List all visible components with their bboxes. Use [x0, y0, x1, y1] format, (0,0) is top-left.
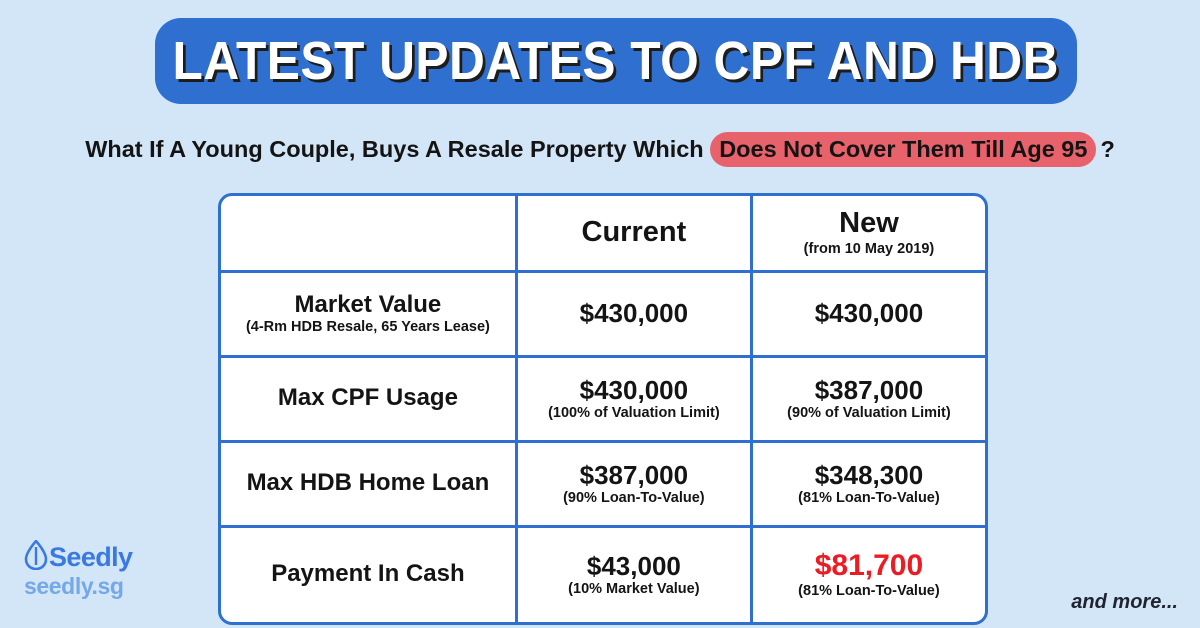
- row-current-value: $430,000: [579, 374, 689, 405]
- row-new-note: (81% Loan-To-Value): [798, 490, 940, 507]
- row-new-value: $348,300: [814, 459, 924, 490]
- page-title: LATEST UPDATES TO CPF AND HDB: [172, 31, 1060, 91]
- logo-wordmark: Seedly: [49, 542, 133, 572]
- logo-row: Seedly: [24, 539, 184, 575]
- table-header-new-label: New: [839, 206, 899, 239]
- seed-droplet-icon: [24, 539, 48, 575]
- row-new-cell: $430,000: [753, 273, 985, 355]
- row-new-cell: $81,700 (81% Loan-To-Value): [753, 528, 985, 622]
- row-label: Max CPF Usage: [277, 384, 458, 412]
- table-row: Market Value (4-Rm HDB Resale, 65 Years …: [221, 273, 985, 358]
- table-header-current-label: Current: [581, 216, 687, 249]
- subtitle-highlight: Does Not Cover Them Till Age 95: [710, 132, 1097, 167]
- and-more-label: and more...: [1071, 591, 1178, 613]
- title-banner: LATEST UPDATES TO CPF AND HDB: [155, 18, 1077, 104]
- row-new-note: (81% Loan-To-Value): [798, 583, 940, 600]
- row-new-note: (90% of Valuation Limit): [787, 405, 951, 422]
- row-label-cell: Market Value (4-Rm HDB Resale, 65 Years …: [221, 273, 518, 355]
- row-label: Max HDB Home Loan: [246, 469, 490, 497]
- table-header-current: Current: [518, 196, 753, 270]
- row-new-cell: $348,300 (81% Loan-To-Value): [753, 443, 985, 525]
- row-new-cell: $387,000 (90% of Valuation Limit): [753, 358, 985, 440]
- row-new-value: $387,000: [814, 374, 924, 405]
- row-current-note: (90% Loan-To-Value): [563, 490, 705, 507]
- row-label-cell: Max HDB Home Loan: [221, 443, 518, 525]
- table-header-new: New (from 10 May 2019): [753, 196, 985, 270]
- table-header-row: Current New (from 10 May 2019): [221, 196, 985, 273]
- row-label: Payment In Cash: [271, 560, 465, 588]
- logo-url: seedly.sg: [24, 573, 124, 599]
- subtitle-question: What If A Young Couple, Buys A Resale Pr…: [0, 132, 1200, 167]
- table-header-blank: [221, 196, 518, 270]
- row-label: Market Value: [294, 290, 442, 318]
- table-header-new-note: (from 10 May 2019): [803, 240, 935, 257]
- row-label-cell: Payment In Cash: [221, 528, 518, 622]
- table-row: Max HDB Home Loan $387,000 (90% Loan-To-…: [221, 443, 985, 528]
- row-label-note: (4-Rm HDB Resale, 65 Years Lease): [245, 319, 490, 335]
- row-current-value: $387,000: [579, 459, 689, 490]
- row-current-note: (100% of Valuation Limit): [548, 405, 720, 422]
- subtitle-lead: What If A Young Couple, Buys A Resale Pr…: [85, 136, 711, 162]
- row-current-cell: $43,000 (10% Market Value): [518, 528, 753, 622]
- row-current-value: $43,000: [586, 550, 681, 581]
- table-row: Payment In Cash $43,000 (10% Market Valu…: [221, 528, 985, 622]
- row-current-note: (10% Market Value): [568, 581, 700, 598]
- row-current-cell: $430,000: [518, 273, 753, 355]
- row-current-cell: $387,000 (90% Loan-To-Value): [518, 443, 753, 525]
- table-row: Max CPF Usage $430,000 (100% of Valuatio…: [221, 358, 985, 443]
- row-new-value-highlighted: $81,700: [814, 549, 924, 583]
- row-current-value: $430,000: [579, 298, 689, 329]
- seedly-logo: Seedly seedly.sg: [24, 539, 184, 600]
- subtitle-trail: ?: [1100, 136, 1115, 162]
- row-new-value: $430,000: [814, 298, 924, 329]
- row-current-cell: $430,000 (100% of Valuation Limit): [518, 358, 753, 440]
- row-label-cell: Max CPF Usage: [221, 358, 518, 440]
- comparison-table: Current New (from 10 May 2019) Market Va…: [218, 193, 988, 625]
